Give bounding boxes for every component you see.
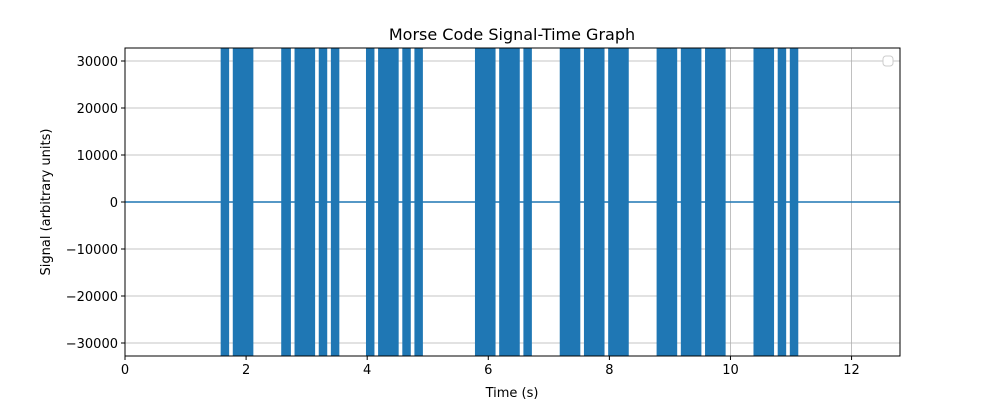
signal-burst: [294, 48, 316, 356]
signal-burst: [753, 48, 775, 356]
x-tick-label: 8: [605, 363, 613, 378]
x-tick-label: 12: [843, 363, 860, 378]
y-tick-label: 30000: [77, 55, 118, 70]
signal-burst: [523, 48, 532, 356]
y-tick-label: 0: [110, 196, 118, 211]
signal-burst: [705, 48, 726, 356]
signal-burst: [365, 48, 375, 356]
chart-title: Morse Code Signal-Time Graph: [389, 25, 635, 44]
signal-burst: [220, 48, 230, 356]
y-tick-label: 20000: [77, 102, 118, 117]
y-tick-label: −30000: [66, 337, 118, 352]
legend-box: [882, 55, 894, 67]
axis-ticks: 0 2 4 6 8 10 12 −30000 −20000 −10000 0 10000 20000 30…: [66, 55, 860, 378]
signal-burst: [777, 48, 787, 356]
x-tick-label: 0: [121, 363, 129, 378]
signal-burst: [474, 48, 496, 356]
signal-burst: [559, 48, 581, 356]
signal-burst: [281, 48, 291, 356]
signal-burst: [402, 48, 411, 356]
x-tick-label: 6: [484, 363, 492, 378]
signal-burst: [608, 48, 629, 356]
signal-burst: [232, 48, 254, 356]
signal-burst: [499, 48, 520, 356]
signal-burst: [583, 48, 605, 356]
x-tick-label: 4: [363, 363, 371, 378]
x-axis-label: Time (s): [485, 386, 539, 400]
y-tick-label: −10000: [66, 243, 118, 258]
signal-burst: [789, 48, 799, 356]
signal-series: [125, 48, 900, 356]
signal-burst: [318, 48, 328, 356]
signal-burst: [680, 48, 702, 356]
signal-burst: [330, 48, 340, 356]
signal-burst: [414, 48, 423, 356]
x-tick-label: 10: [722, 363, 739, 378]
x-tick-label: 2: [242, 363, 250, 378]
y-axis-label: Signal (arbitrary units): [39, 129, 54, 276]
y-tick-label: 10000: [77, 149, 118, 164]
signal-burst: [378, 48, 399, 356]
y-tick-label: −20000: [66, 290, 118, 305]
signal-burst: [656, 48, 678, 356]
